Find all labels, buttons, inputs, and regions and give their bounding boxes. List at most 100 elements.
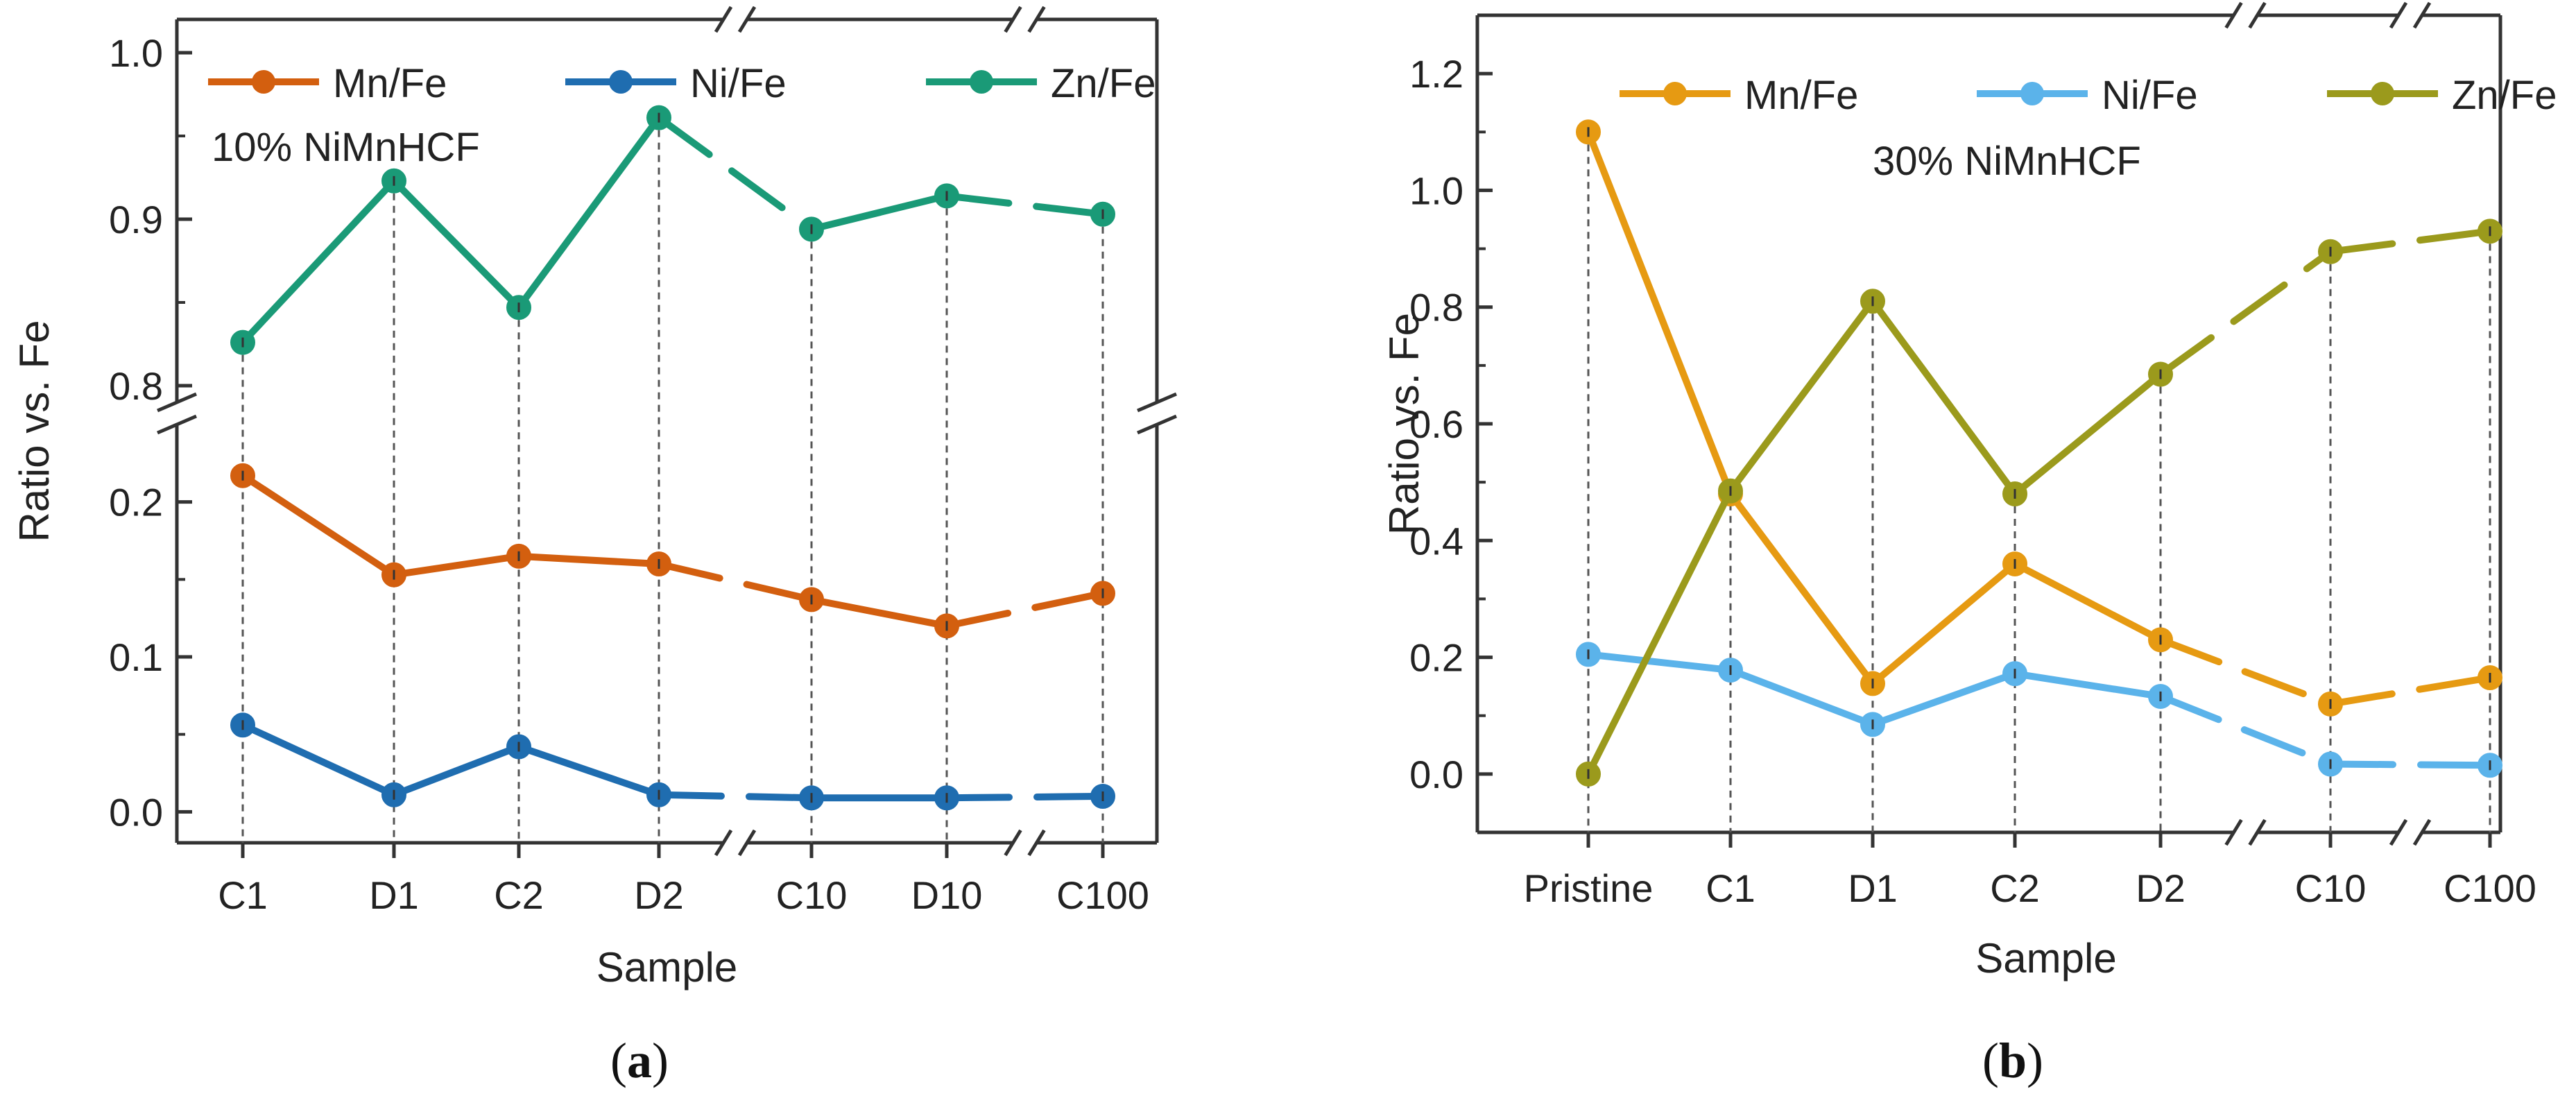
series-line-mn-fe-0 [239, 472, 397, 579]
y-tick-label-0-0: 0.0 [1409, 753, 1463, 796]
x-break-mark-1-0b [1027, 829, 1046, 857]
series-line-mn-fe-4 [2157, 636, 2334, 708]
series-line-zn-fe-5 [943, 192, 1106, 218]
x-break-mark-1-1a [2389, 1, 2408, 29]
x-break-mark-1-1a [1004, 6, 1022, 33]
legend-marker-ni-fe [609, 70, 633, 94]
series-line-ni-fe-3 [2011, 670, 2164, 700]
y-tick-label-0-1: 0.1 [109, 635, 163, 679]
series-line-zn-fe-1 [1727, 298, 1876, 495]
x-break-mark-0-0a [2224, 819, 2243, 846]
x-break-mark-1-0b [2412, 819, 2432, 846]
series-line-mn-fe-4 [808, 596, 950, 630]
series-line-zn-fe-3 [655, 114, 815, 233]
x-break-mark-0-1a [2224, 1, 2243, 29]
x-tick-label-c2: C2 [1990, 866, 2040, 910]
series-line-ni-fe-0 [239, 721, 397, 798]
chart-annotation: 30% NiMnHCF [1873, 139, 2141, 184]
series-line-ni-fe-3 [655, 791, 815, 802]
legend-label-mn-fe: Mn/Fe [333, 61, 447, 106]
x-tick-label-c10: C10 [2295, 866, 2367, 910]
legend-label-mn-fe: Mn/Fe [1744, 73, 1858, 118]
series-line-ni-fe-2 [515, 743, 662, 798]
x-break-mark-0-1b [2248, 1, 2267, 29]
y-break-mark-1a [1137, 392, 1177, 413]
series-line-zn-fe-3 [2011, 370, 2164, 497]
x-tick-label-d2: D2 [634, 873, 684, 917]
series-line-zn-fe-5 [2327, 228, 2493, 255]
series-line-ni-fe-5 [2327, 760, 2493, 769]
series-line-mn-fe-5 [943, 590, 1106, 630]
y-tick-label-0-8: 0.8 [109, 364, 163, 408]
series-line-ni-fe-1 [1727, 667, 1876, 728]
x-tick-label-c1: C1 [1706, 866, 1755, 910]
y-tick-label-0-8: 0.8 [1409, 286, 1463, 329]
series-line-ni-fe-4 [2157, 692, 2334, 768]
series-line-ni-fe-5 [943, 793, 1106, 802]
series-line-mn-fe-0 [1585, 128, 1734, 497]
legend-marker-zn-fe [970, 70, 993, 94]
y-tick-label-1-2: 1.2 [1409, 52, 1463, 96]
x-break-mark-0-1a [714, 6, 733, 33]
y-break-mark-1b [1137, 414, 1177, 435]
legend-label-ni-fe: Ni/Fe [2102, 73, 2198, 118]
x-tick-label-c2: C2 [494, 873, 544, 917]
y-tick-label-1-0: 1.0 [1409, 169, 1463, 212]
legend-label-zn-fe: Zn/Fe [1051, 61, 1156, 106]
x-break-mark-0-1b [737, 6, 757, 33]
legend-label-zn-fe: Zn/Fe [2452, 73, 2557, 118]
series-line-zn-fe-1 [390, 177, 522, 311]
y-break-mark-0a [157, 392, 197, 413]
chart-a: 0.0 0.1 0.2 0.8 0.9 1.0 Ratio vs. Fe C1 D1 C2 D2 C1… [11, 6, 1177, 991]
panel-label-b: (b) [1982, 1033, 2044, 1088]
chart-annotation: 10% NiMnHCF [212, 125, 480, 170]
y-tick-label-0-9: 0.9 [109, 198, 163, 241]
x-break-mark-0-0a [714, 829, 733, 857]
series-line-zn-fe-2 [1869, 298, 2018, 497]
series-line-ni-fe-1 [390, 743, 522, 798]
x-tick-label-c100: C100 [1056, 873, 1149, 917]
x-tick-label-d1: D1 [369, 873, 419, 917]
series-line-mn-fe-2 [1869, 560, 2018, 687]
x-tick-label-c10: C10 [776, 873, 848, 917]
series-line-mn-fe-5 [2327, 674, 2493, 708]
chart-b: 0.0 0.2 0.4 0.6 0.8 1.0 1.2 Ratio vs. Fe Pristin… [1381, 1, 2557, 982]
x-break-mark-0-0b [2248, 819, 2267, 846]
x-break-mark-1-1b [1027, 6, 1046, 33]
x-tick-label-d2: D2 [2136, 866, 2186, 910]
x-tick-label-d1: D1 [1848, 866, 1898, 910]
x-tick-label-d10: D10 [911, 873, 983, 917]
x-break-mark-1-0a [1004, 829, 1022, 857]
legend-label-ni-fe: Ni/Fe [690, 61, 787, 106]
series-line-mn-fe-1 [1727, 490, 1876, 687]
y-tick-label-0-2: 0.2 [109, 481, 163, 524]
y-break-mark-0b [157, 414, 197, 435]
x-break-mark-0-0b [737, 829, 757, 857]
series-line-mn-fe-1 [390, 552, 522, 579]
series-line-zn-fe-0 [1585, 487, 1734, 778]
y-tick-label-0-2: 0.2 [1409, 636, 1463, 680]
series-line-zn-fe-0 [239, 177, 397, 346]
y-axis-label: Ratio vs. Fe [11, 320, 58, 542]
y-tick-label-0-0: 0.0 [109, 790, 163, 834]
legend-marker-mn-fe [252, 70, 275, 94]
y-tick-label-0-6: 0.6 [1409, 402, 1463, 446]
legend-marker-mn-fe [1663, 82, 1687, 105]
x-tick-label-c100: C100 [2444, 866, 2536, 910]
x-tick-label-c1: C1 [218, 873, 268, 917]
panel-label-a: (a) [610, 1033, 669, 1088]
y-axis-label: Ratio vs. Fe [1381, 313, 1427, 535]
y-tick-label-1-0: 1.0 [109, 31, 163, 75]
x-axis-label: Sample [1975, 935, 2116, 982]
y-tick-label-0-4: 0.4 [1409, 519, 1463, 563]
legend-marker-ni-fe [2020, 82, 2044, 105]
series-line-mn-fe-3 [655, 560, 815, 603]
series-line-zn-fe-2 [515, 114, 662, 311]
x-break-mark-1-1b [2412, 1, 2432, 29]
legend-marker-zn-fe [2371, 82, 2394, 105]
series-line-ni-fe-0 [1585, 651, 1734, 674]
x-axis-label: Sample [596, 944, 737, 991]
x-break-mark-1-0a [2389, 819, 2408, 846]
series-line-mn-fe-2 [515, 552, 662, 567]
